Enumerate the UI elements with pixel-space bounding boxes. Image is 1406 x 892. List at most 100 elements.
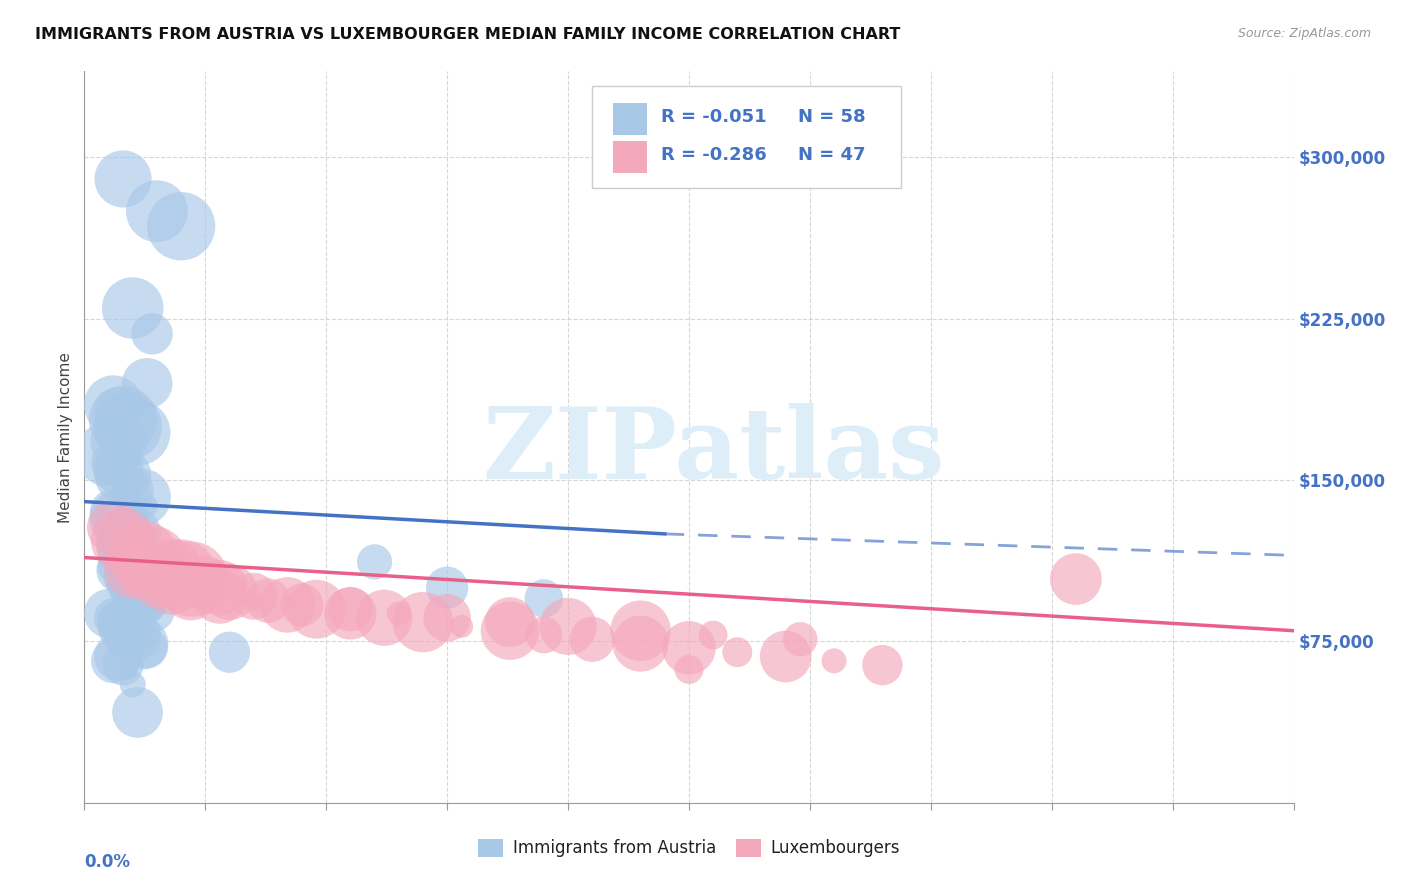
Point — [678, 662, 700, 676]
Point — [194, 576, 217, 591]
Point — [218, 645, 240, 659]
Point — [107, 615, 129, 629]
Point — [121, 555, 143, 569]
Point — [131, 549, 153, 563]
Point — [121, 527, 143, 541]
Point — [107, 404, 129, 418]
Point — [103, 456, 125, 470]
Point — [160, 564, 183, 578]
Point — [630, 624, 652, 638]
Point — [141, 602, 163, 616]
Point — [1064, 572, 1087, 586]
FancyBboxPatch shape — [613, 103, 647, 135]
Point — [127, 585, 149, 599]
Point — [136, 598, 159, 612]
Y-axis label: Median Family Income: Median Family Income — [58, 351, 73, 523]
Point — [103, 398, 125, 412]
FancyBboxPatch shape — [613, 142, 647, 173]
Point — [170, 219, 193, 234]
Point — [117, 520, 139, 534]
Text: 0.0%: 0.0% — [84, 853, 131, 871]
Point — [150, 559, 173, 574]
Point — [136, 499, 159, 513]
Point — [242, 593, 264, 607]
Point — [117, 662, 139, 676]
Point — [107, 434, 129, 449]
Point — [499, 624, 522, 638]
Point — [127, 706, 149, 720]
Point — [121, 564, 143, 578]
Point — [107, 462, 129, 476]
Point — [388, 607, 411, 621]
Point — [107, 564, 129, 578]
Point — [257, 593, 280, 607]
Point — [127, 425, 149, 440]
Point — [160, 581, 183, 595]
Point — [112, 533, 135, 548]
Point — [533, 591, 555, 606]
Text: ZIPatlas: ZIPatlas — [482, 403, 945, 500]
Point — [121, 541, 143, 556]
Point — [242, 589, 264, 603]
Point — [208, 581, 231, 595]
Point — [112, 658, 135, 673]
Point — [131, 570, 153, 584]
Point — [112, 516, 135, 530]
Point — [112, 541, 135, 556]
Point — [339, 607, 361, 621]
Point — [775, 649, 797, 664]
Point — [107, 649, 129, 664]
Point — [121, 677, 143, 691]
Point — [127, 632, 149, 647]
Text: N = 58: N = 58 — [797, 109, 865, 127]
Point — [702, 628, 724, 642]
Point — [581, 632, 603, 647]
Point — [872, 658, 894, 673]
Point — [127, 533, 149, 548]
Point — [121, 581, 143, 595]
Point — [678, 640, 700, 655]
Point — [450, 619, 472, 633]
Point — [305, 602, 328, 616]
Text: N = 47: N = 47 — [797, 146, 865, 164]
Point — [141, 326, 163, 341]
Point — [557, 619, 579, 633]
Point — [276, 598, 298, 612]
Point — [136, 640, 159, 655]
Text: R = -0.051: R = -0.051 — [661, 109, 766, 127]
Point — [112, 413, 135, 427]
Point — [112, 570, 135, 584]
Point — [136, 376, 159, 391]
Point — [141, 555, 163, 569]
Point — [146, 204, 169, 219]
Point — [436, 611, 458, 625]
Point — [339, 602, 361, 616]
Point — [121, 483, 143, 498]
Point — [291, 598, 314, 612]
Point — [121, 301, 143, 315]
Point — [117, 549, 139, 563]
Point — [533, 628, 555, 642]
Point — [208, 589, 231, 603]
Point — [97, 447, 120, 461]
Point — [373, 611, 395, 625]
Point — [117, 624, 139, 638]
Point — [97, 607, 120, 621]
Point — [170, 567, 193, 582]
Text: R = -0.286: R = -0.286 — [661, 146, 766, 164]
Point — [789, 632, 811, 647]
Point — [131, 637, 153, 651]
Text: Source: ZipAtlas.com: Source: ZipAtlas.com — [1237, 27, 1371, 40]
Point — [103, 520, 125, 534]
Legend: Immigrants from Austria, Luxembourgers: Immigrants from Austria, Luxembourgers — [471, 832, 907, 864]
Point — [131, 491, 153, 505]
Point — [823, 654, 845, 668]
Point — [412, 615, 434, 629]
Point — [117, 419, 139, 434]
Point — [131, 591, 153, 606]
FancyBboxPatch shape — [592, 86, 901, 188]
Point — [107, 512, 129, 526]
Point — [180, 585, 202, 599]
Point — [499, 615, 522, 629]
Point — [103, 654, 125, 668]
